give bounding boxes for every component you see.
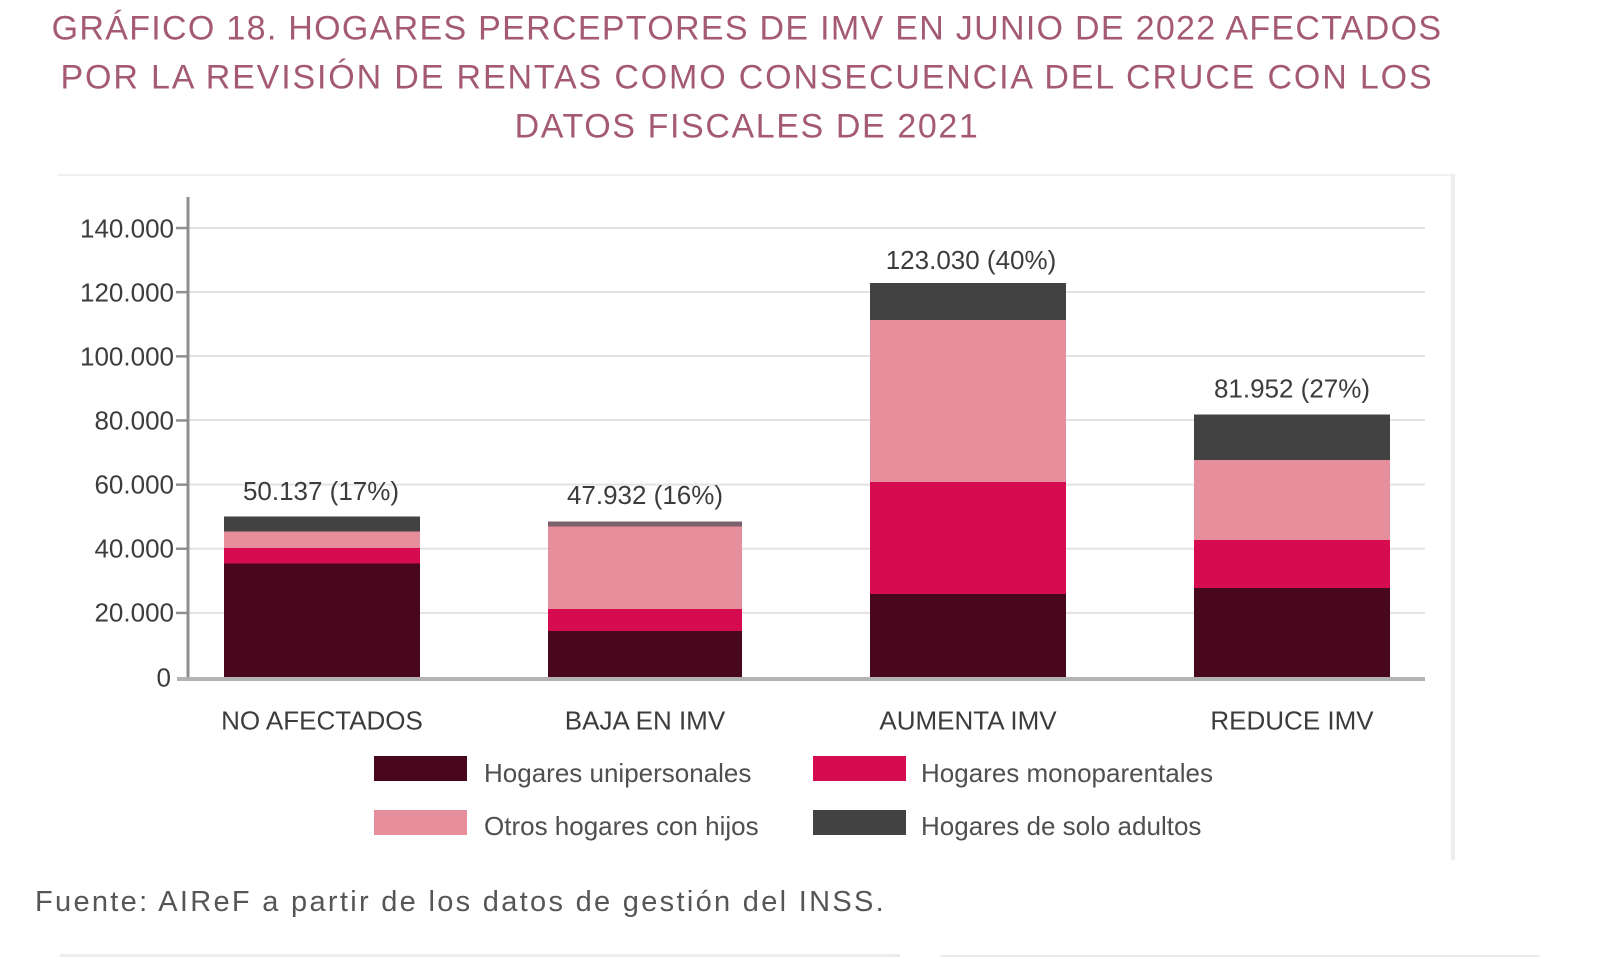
svg-text:40.000: 40.000 [94, 534, 174, 564]
svg-text:Otros hogares con hijos: Otros hogares con hijos [484, 811, 759, 841]
svg-text:BAJA EN IMV: BAJA EN IMV [565, 706, 726, 736]
svg-text:81.952 (27%): 81.952 (27%) [1214, 374, 1370, 404]
svg-text:GRÁFICO 18. HOGARES PERCEPTORE: GRÁFICO 18. HOGARES PERCEPTORES DE IMV E… [52, 10, 1443, 48]
svg-text:20.000: 20.000 [94, 598, 174, 628]
svg-text:Hogares de solo adultos: Hogares de solo adultos [921, 811, 1201, 841]
svg-text:80.000: 80.000 [94, 406, 174, 436]
svg-text:AUMENTA IMV: AUMENTA IMV [879, 706, 1057, 736]
svg-text:100.000: 100.000 [80, 342, 174, 372]
svg-text:120.000: 120.000 [80, 278, 174, 308]
svg-text:REDUCE IMV: REDUCE IMV [1210, 706, 1374, 736]
svg-text:DATOS FISCALES DE 2021: DATOS FISCALES DE 2021 [515, 108, 980, 146]
svg-text:47.932 (16%): 47.932 (16%) [567, 480, 723, 510]
svg-text:Hogares monoparentales: Hogares monoparentales [921, 758, 1213, 788]
svg-text:NO AFECTADOS: NO AFECTADOS [221, 706, 423, 736]
svg-text:123.030 (40%): 123.030 (40%) [886, 245, 1057, 275]
svg-text:Fuente: AIReF a partir de los: Fuente: AIReF a partir de los datos de g… [35, 886, 886, 918]
svg-text:140.000: 140.000 [80, 214, 174, 244]
svg-text:0: 0 [157, 663, 171, 693]
svg-text:60.000: 60.000 [94, 470, 174, 500]
svg-text:POR LA REVISIÓN DE RENTAS COMO: POR LA REVISIÓN DE RENTAS COMO CONSECUEN… [61, 59, 1434, 97]
svg-text:Hogares unipersonales: Hogares unipersonales [484, 758, 751, 788]
svg-text:50.137 (17%): 50.137 (17%) [243, 476, 399, 506]
